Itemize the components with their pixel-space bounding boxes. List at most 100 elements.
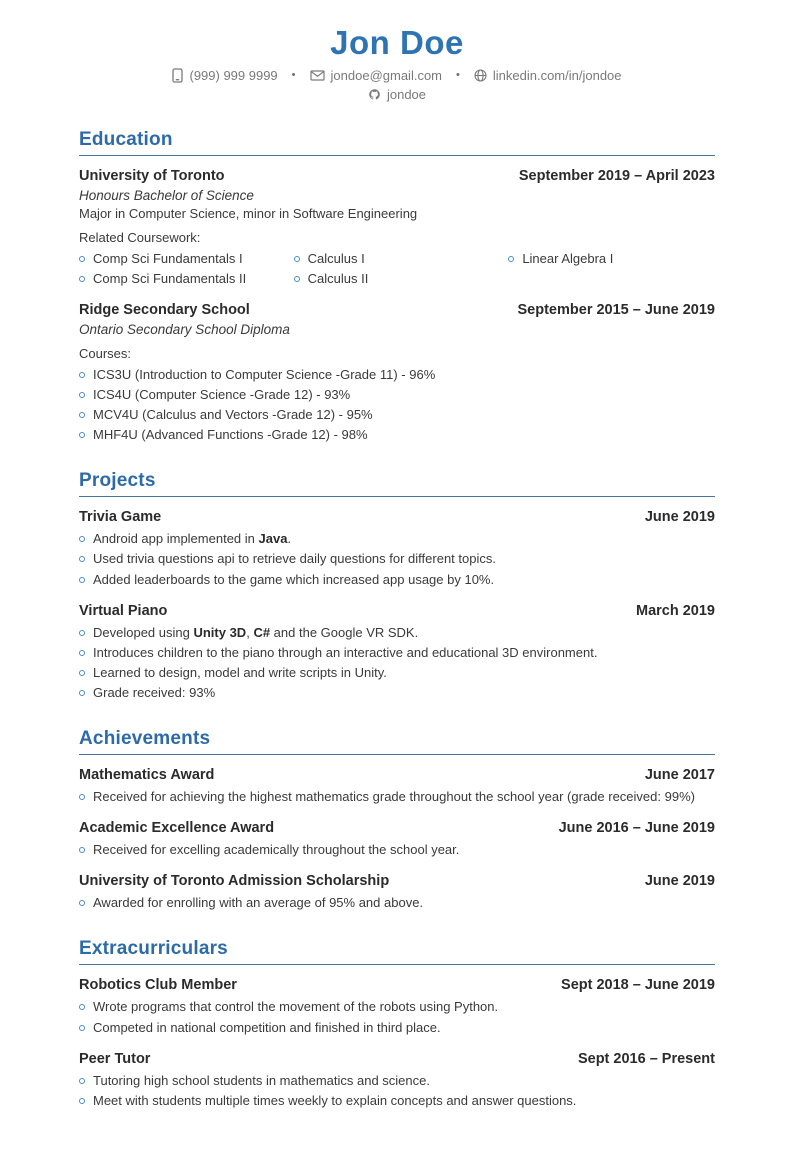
bullet-text: Used trivia questions api to retrieve da… bbox=[93, 551, 496, 567]
resume-entry: Peer Tutor Sept 2016 – Present Tutoring hi… bbox=[79, 1051, 715, 1109]
bullet-list: Awarded for enrolling with an average of… bbox=[79, 895, 715, 911]
bullet-item: Introduces children to the piano through… bbox=[79, 645, 715, 661]
bullet-text: Tutoring high school students in mathema… bbox=[93, 1072, 430, 1088]
bullet-text: Introduces children to the piano through… bbox=[93, 644, 598, 660]
bullet-item: MHF4U (Advanced Functions -Grade 12) - 9… bbox=[79, 427, 715, 443]
circle-bullet-icon bbox=[79, 536, 85, 543]
resume-body: Education University of Toronto September … bbox=[79, 129, 715, 1109]
bullet-item: Added leaderboards to the game which inc… bbox=[79, 572, 715, 588]
section-title: Achievements bbox=[79, 728, 715, 756]
bullet-list-label: Related Coursework: bbox=[79, 229, 201, 245]
entry-header-row: Trivia Game June 2019 bbox=[79, 509, 715, 525]
entry-header-row: Mathematics Award June 2017 bbox=[79, 767, 715, 783]
section-projects: Projects Trivia Game June 2019 Android app … bbox=[79, 470, 715, 701]
bullet-item: Awarded for enrolling with an average of… bbox=[79, 895, 715, 911]
circle-bullet-icon bbox=[79, 432, 85, 439]
bullet-list: Received for achieving the highest mathe… bbox=[79, 789, 715, 805]
bullet-item: Learned to design, model and write scrip… bbox=[79, 665, 715, 681]
circle-bullet-icon bbox=[293, 255, 300, 262]
entry-title: University of Toronto Admission Scholars… bbox=[79, 873, 390, 890]
entry-subtitle: Honours Bachelor of Science bbox=[79, 187, 254, 203]
entry-title: Peer Tutor bbox=[79, 1050, 151, 1067]
entry-date: June 2016 – June 2019 bbox=[558, 820, 715, 837]
section-extracurriculars: Extracurriculars Robotics Club Member Sept… bbox=[79, 938, 715, 1108]
entry-title: Trivia Game bbox=[79, 509, 162, 526]
bullet-item: Developed using Unity 3D, C# and the Goo… bbox=[79, 625, 715, 641]
contact-separator: • bbox=[456, 69, 460, 82]
person-name: Jon Doe bbox=[330, 24, 464, 61]
contact-email-text: jondoe@gmail.com bbox=[330, 67, 443, 83]
entry-title: Robotics Club Member bbox=[79, 977, 237, 994]
bullet-text: MCV4U (Calculus and Vectors -Grade 12) -… bbox=[93, 407, 373, 423]
entry-title: University of Toronto bbox=[79, 167, 225, 184]
phone-icon bbox=[172, 67, 184, 83]
bullet-list: Received for excelling academically thro… bbox=[79, 842, 715, 858]
contact-separator: • bbox=[291, 69, 296, 82]
entry-date: September 2019 – April 2023 bbox=[518, 167, 715, 184]
bullet-list: Wrote programs that control the movement… bbox=[79, 999, 715, 1035]
circle-bullet-icon bbox=[79, 412, 85, 419]
contact-linkedin[interactable]: linkedin.com/in/jondoe bbox=[474, 68, 622, 83]
circle-bullet-icon bbox=[79, 1024, 85, 1031]
entry-title: Mathematics Award bbox=[79, 767, 215, 784]
circle-bullet-icon bbox=[79, 649, 85, 656]
circle-bullet-icon bbox=[79, 1077, 85, 1084]
bullet-list: Comp Sci Fundamentals I Comp Sci Fundamen… bbox=[79, 251, 715, 287]
resume-entry: Virtual Piano March 2019 Developed using U… bbox=[79, 603, 715, 701]
bullet-text: Calculus II bbox=[307, 270, 369, 286]
contact-github-text: jondoe bbox=[386, 86, 427, 102]
bullet-text: Calculus I bbox=[307, 250, 365, 266]
bullet-item: Linear Algebra I bbox=[508, 251, 715, 267]
entry-header-row: Robotics Club Member Sept 2018 – June 201… bbox=[79, 977, 715, 993]
entry-header-row: Ridge Secondary School September 2015 – J… bbox=[79, 302, 715, 318]
bullet-item: Comp Sci Fundamentals II bbox=[79, 271, 286, 287]
circle-bullet-icon bbox=[79, 629, 85, 636]
section-title: Extracurriculars bbox=[79, 938, 715, 966]
section-title: Projects bbox=[79, 470, 715, 498]
resume-entry: Robotics Club Member Sept 2018 – June 201… bbox=[79, 977, 715, 1035]
entry-header-row: Academic Excellence Award June 2016 – Jun… bbox=[79, 820, 715, 836]
entry-date: June 2017 bbox=[644, 767, 715, 784]
section-title: Education bbox=[79, 129, 715, 156]
bullet-list: Developed using Unity 3D, C# and the Goo… bbox=[79, 625, 715, 701]
resume-header: Jon Doe (999) 999 9999 • bbox=[79, 24, 715, 102]
circle-bullet-icon bbox=[79, 1004, 85, 1011]
globe-icon bbox=[474, 69, 487, 82]
bullet-text: Awarded for enrolling with an average of… bbox=[93, 895, 424, 911]
entry-title: Virtual Piano bbox=[79, 602, 168, 619]
contact-line-primary: (999) 999 9999 • jondoe@gmail.com • bbox=[79, 68, 715, 83]
bullet-text: MHF4U (Advanced Functions -Grade 12) - 9… bbox=[93, 427, 368, 443]
circle-bullet-icon bbox=[79, 669, 85, 676]
bullet-list: ICS3U (Introduction to Computer Science … bbox=[79, 367, 715, 443]
contact-email[interactable]: jondoe@gmail.com bbox=[309, 67, 443, 83]
entry-title: Academic Excellence Award bbox=[79, 820, 275, 837]
circle-bullet-icon bbox=[79, 847, 85, 854]
bullet-text: Competed in national competition and fin… bbox=[93, 1019, 441, 1035]
bullet-item: Tutoring high school students in mathema… bbox=[79, 1073, 715, 1089]
bullet-text: ICS3U (Introduction to Computer Science … bbox=[93, 366, 436, 382]
circle-bullet-icon bbox=[293, 275, 300, 282]
bullet-text: Received for achieving the highest mathe… bbox=[93, 789, 695, 805]
envelope-icon bbox=[309, 70, 325, 81]
bullet-item: MCV4U (Calculus and Vectors -Grade 12) -… bbox=[79, 407, 715, 423]
contact-github[interactable]: jondoe bbox=[368, 87, 426, 102]
resume-entry: University of Toronto September 2019 – Ap… bbox=[79, 168, 715, 287]
circle-bullet-icon bbox=[79, 556, 85, 563]
contact-phone-text: (999) 999 9999 bbox=[189, 67, 278, 83]
bullet-text: Comp Sci Fundamentals I bbox=[93, 250, 243, 266]
entry-header-row: University of Toronto September 2019 – Ap… bbox=[79, 168, 715, 184]
contact-linkedin-text: linkedin.com/in/jondoe bbox=[492, 67, 622, 83]
circle-bullet-icon bbox=[79, 275, 85, 282]
circle-bullet-icon bbox=[79, 1097, 85, 1104]
circle-bullet-icon bbox=[79, 391, 85, 398]
circle-bullet-icon bbox=[79, 255, 85, 262]
contact-phone[interactable]: (999) 999 9999 bbox=[172, 67, 278, 83]
circle-bullet-icon bbox=[508, 255, 515, 262]
bullet-item: ICS3U (Introduction to Computer Science … bbox=[79, 367, 715, 383]
bullet-text: Received for excelling academically thro… bbox=[93, 842, 460, 858]
resume-entry: Academic Excellence Award June 2016 – Jun… bbox=[79, 820, 715, 858]
bullet-item: Wrote programs that control the movement… bbox=[79, 999, 715, 1015]
circle-bullet-icon bbox=[79, 900, 85, 907]
bullet-item: Used trivia questions api to retrieve da… bbox=[79, 551, 715, 567]
